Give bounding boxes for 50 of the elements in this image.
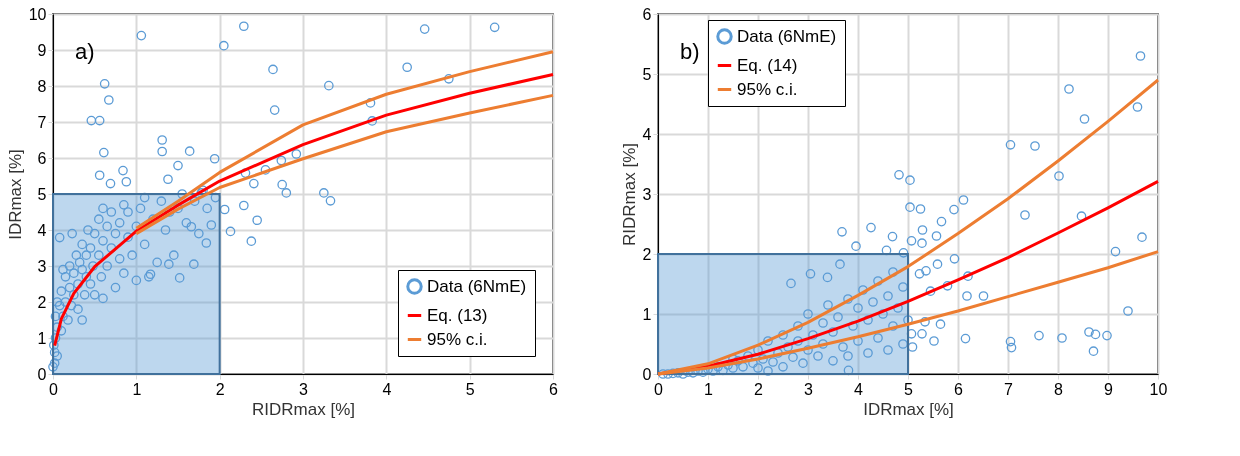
y-axis-title: IDRmax [%] — [5, 149, 25, 240]
y-tick-label: 4 — [642, 125, 652, 143]
legend-label: 95% c.i. — [427, 329, 488, 349]
annotation: a) — [75, 39, 95, 64]
y-tick-label: 8 — [37, 77, 47, 95]
x-tick-label: 10 — [1149, 380, 1168, 398]
x-tick-label: 0 — [49, 380, 59, 398]
x-tick-label: 2 — [215, 380, 225, 398]
y-tick-label: 6 — [37, 149, 47, 167]
line-series — [134, 50, 555, 230]
x-tick-label: 5 — [904, 380, 914, 398]
legend-label: 95% c.i. — [737, 79, 798, 99]
y-tick-label: 1 — [642, 305, 652, 323]
line-series — [134, 93, 555, 236]
x-tick-label: 3 — [804, 380, 814, 398]
x-tick-label: 2 — [754, 380, 764, 398]
x-tick-label: 1 — [132, 380, 142, 398]
y-tick-label: 7 — [37, 113, 47, 131]
x-tick-label: 8 — [1054, 380, 1064, 398]
y-tick-label: 3 — [642, 185, 652, 203]
y-tick-label: 0 — [642, 365, 652, 383]
x-tick-label: 5 — [465, 380, 475, 398]
x-tick-label: 3 — [299, 380, 309, 398]
x-tick-label: 4 — [382, 380, 392, 398]
y-tick-label: 0 — [37, 365, 47, 383]
legend-label: Data (6NmE) — [427, 276, 527, 296]
legend-label: Data (6NmE) — [737, 26, 837, 46]
annotation: b) — [680, 39, 700, 64]
x-tick-label: 6 — [549, 380, 559, 398]
x-tick-label: 1 — [704, 380, 714, 398]
y-tick-label: 5 — [37, 185, 47, 203]
y-tick-label: 6 — [642, 5, 652, 23]
legend-label: Eq. (13) — [427, 305, 488, 325]
x-tick-label: 7 — [1004, 380, 1014, 398]
x-tick-label: 0 — [654, 380, 664, 398]
y-tick-label: 3 — [37, 257, 47, 275]
y-tick-label: 2 — [642, 245, 652, 263]
y-tick-label: 1 — [37, 329, 47, 347]
x-tick-label: 4 — [854, 380, 864, 398]
y-axis-title: RIDRmax [%] — [619, 143, 639, 246]
y-tick-label: 10 — [28, 5, 47, 23]
x-tick-label: 9 — [1104, 380, 1114, 398]
y-tick-label: 4 — [37, 221, 47, 239]
x-axis-title: RIDRmax [%] — [252, 399, 355, 419]
x-tick-label: 6 — [954, 380, 964, 398]
x-axis-title: IDRmax [%] — [863, 399, 954, 419]
y-tick-label: 9 — [37, 41, 47, 59]
legend-label: Eq. (14) — [737, 55, 798, 75]
y-tick-label: 5 — [642, 65, 652, 83]
y-tick-label: 2 — [37, 293, 47, 311]
